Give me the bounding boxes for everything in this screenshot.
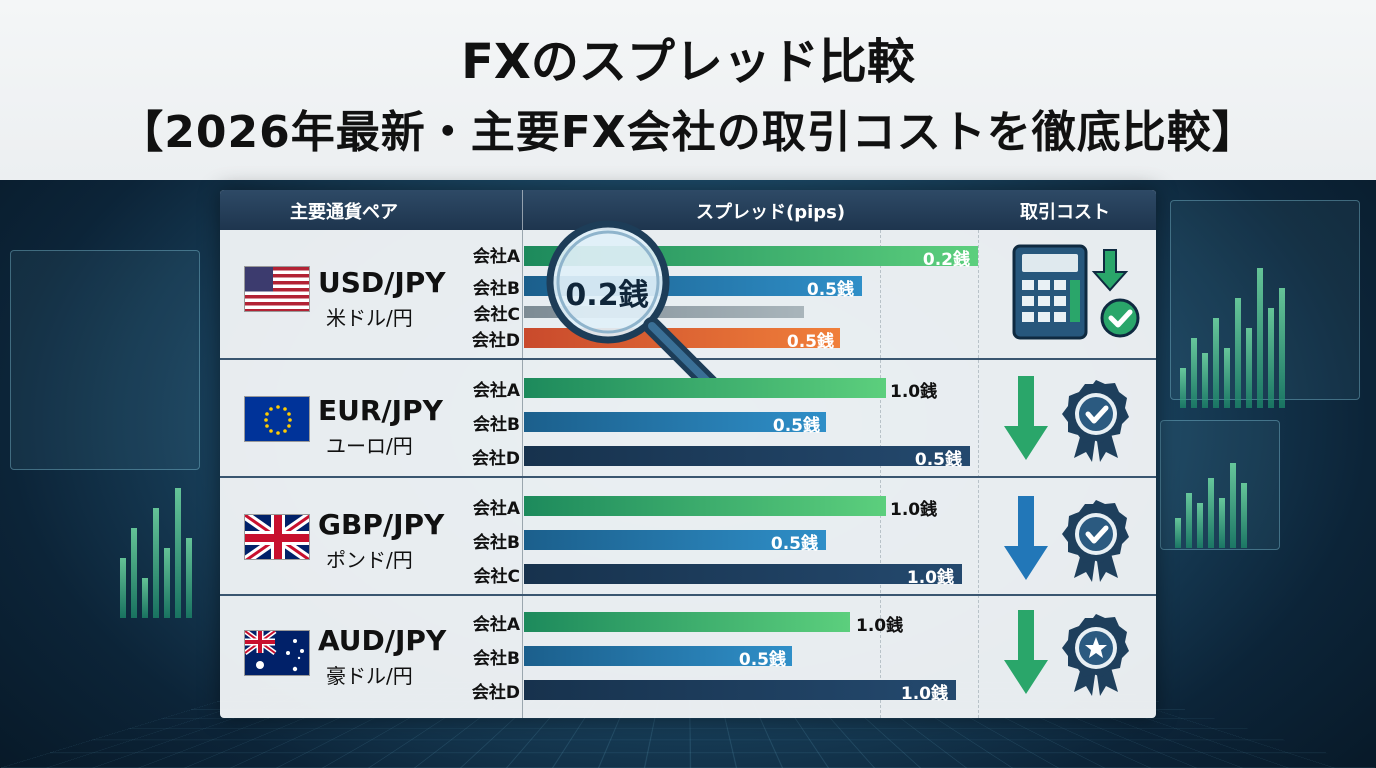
pair-code-audjpy: AUD/JPY (318, 624, 446, 657)
pair-name-usdjpy: 米ドル/円 (326, 302, 413, 331)
company-label: 会社C (450, 300, 520, 325)
pair-code-gbpjpy: GBP/JPY (318, 508, 444, 541)
spread-comparison-table: 主要通貨ペア スプレッド(pips) 取引コスト USD/JPY 米ドル/円 会… (220, 190, 1156, 718)
grid-line (880, 230, 881, 718)
page-subtitle: 【2026年最新・主要FX会社の取引コストを徹底比較】 (0, 96, 1376, 160)
company-label: 会社D (450, 678, 520, 703)
spread-value: 0.2銭 (860, 245, 970, 270)
arrow-down-check-badge-icon (996, 370, 1136, 470)
background-bars-right-low (1175, 463, 1247, 548)
company-label: 会社D (450, 444, 520, 469)
grid-line (978, 230, 979, 718)
magnifier-label: 0.2銭 (550, 270, 664, 314)
pair-code-eurjpy: EUR/JPY (318, 394, 443, 427)
group-separator (220, 594, 1156, 596)
company-label: 会社D (450, 326, 520, 351)
spread-value: 0.5銭 (850, 445, 962, 470)
spread-value: 0.5銭 (720, 327, 834, 352)
company-label: 会社B (450, 274, 520, 299)
arrow-down-star-badge-icon (996, 604, 1136, 704)
calculator-down-check-icon (1010, 242, 1150, 342)
us-flag-icon (244, 266, 310, 312)
column-divider (522, 230, 523, 718)
spread-value: 1.0銭 (850, 563, 954, 588)
au-flag-icon (244, 630, 310, 676)
spread-value: 0.5銭 (710, 529, 818, 554)
company-label: 会社A (450, 242, 520, 267)
pair-code-usdjpy: USD/JPY (318, 266, 446, 299)
spread-value: 1.0銭 (840, 679, 948, 704)
company-label: 会社C (450, 562, 520, 587)
pair-name-gbpjpy: ポンド/円 (326, 544, 413, 573)
spread-bar (524, 612, 850, 632)
spread-value: 1.0銭 (890, 495, 937, 520)
uk-flag-icon (244, 514, 310, 560)
spread-value: 1.0銭 (890, 377, 937, 402)
company-label: 会社A (450, 376, 520, 401)
spread-bar (524, 378, 886, 398)
header-currency-pair: 主要通貨ペア (290, 198, 398, 224)
spread-value: 1.0銭 (856, 611, 903, 636)
background-bars-right (1180, 268, 1285, 408)
spread-bar (524, 496, 886, 516)
title-band: FXのスプレッド比較 【2026年最新・主要FX会社の取引コストを徹底比較】 (0, 0, 1376, 180)
spread-value: 0.5銭 (680, 645, 786, 670)
arrow-down-check-badge-icon (996, 490, 1136, 590)
background-panel-left (10, 250, 200, 470)
background-bars-left (120, 488, 192, 618)
company-label: 会社B (450, 410, 520, 435)
header-divider (522, 190, 523, 230)
company-label: 会社A (450, 610, 520, 635)
header-trading-cost: 取引コスト (1020, 198, 1110, 224)
spread-value: 0.5銭 (710, 411, 820, 436)
company-label: 会社A (450, 494, 520, 519)
eu-flag-icon (244, 396, 310, 442)
spread-value: 0.5銭 (740, 275, 854, 300)
group-separator (220, 476, 1156, 478)
pair-name-eurjpy: ユーロ/円 (326, 430, 413, 459)
company-label: 会社B (450, 644, 520, 669)
company-label: 会社B (450, 528, 520, 553)
pair-name-audjpy: 豪ドル/円 (326, 660, 413, 689)
page-title: FXのスプレッド比較 (0, 22, 1376, 92)
